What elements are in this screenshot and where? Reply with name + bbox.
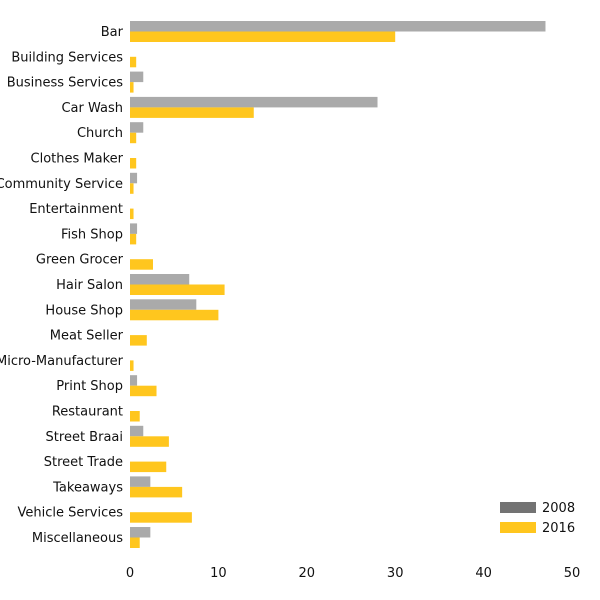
legend-swatch-2016	[500, 522, 536, 533]
x-tick-label: 20	[299, 566, 316, 581]
category-label: Green Grocer	[36, 253, 124, 268]
bar-2008-16	[130, 425, 144, 437]
x-tick-label: 0	[126, 566, 134, 581]
category-label: Fish Shop	[61, 227, 123, 242]
bars-group	[130, 21, 546, 548]
category-label: Miscellaneous	[32, 531, 123, 546]
bar-2016-0	[130, 31, 396, 42]
bar-2016-10	[130, 284, 225, 295]
bar-2016-19	[130, 512, 192, 523]
category-label: Hair Salon	[56, 278, 123, 293]
category-label: Church	[77, 126, 123, 141]
bar-2016-15	[130, 411, 140, 422]
category-label: Entertainment	[29, 202, 123, 217]
category-label: House Shop	[45, 303, 123, 318]
category-label: Print Shop	[56, 379, 123, 394]
category-label: Building Services	[11, 50, 123, 65]
bar-2008-10	[130, 274, 190, 285]
bar-2016-5	[130, 158, 137, 169]
bar-2016-17	[130, 461, 167, 473]
category-label: Clothes Maker	[31, 152, 124, 167]
x-tick-label: 50	[564, 566, 581, 581]
legend-swatch-2008	[500, 502, 536, 513]
bar-2008-8	[130, 223, 138, 234]
bar-2016-16	[130, 436, 169, 447]
bar-2016-8	[130, 233, 137, 245]
category-label: Takeaways	[52, 480, 123, 495]
bar-2008-2	[130, 71, 144, 83]
bar-2016-6	[130, 183, 134, 194]
x-tick-label: 30	[387, 566, 404, 581]
bar-2016-12	[130, 335, 147, 346]
bar-2016-13	[130, 360, 134, 371]
bar-2008-20	[130, 527, 151, 538]
bar-2016-14	[130, 385, 157, 397]
legend: 2008 2016	[500, 501, 575, 536]
category-label: Car Wash	[61, 101, 123, 116]
category-labels: Bar Building Services Business Services Car…	[0, 25, 124, 546]
bar-2008-18	[130, 476, 151, 487]
bar-2016-7	[130, 208, 134, 220]
legend-label-2016: 2016	[542, 521, 575, 536]
bar-2008-4	[130, 122, 144, 133]
bar-2008-3	[130, 96, 378, 108]
category-label: Meat Seller	[50, 329, 124, 344]
bar-2016-3	[130, 107, 254, 118]
category-label: Restaurant	[52, 405, 123, 420]
category-label: Business Services	[7, 76, 124, 91]
category-label: Vehicle Services	[18, 506, 124, 521]
bar-2016-4	[130, 132, 137, 144]
bar-2016-20	[130, 537, 140, 548]
category-label: Street Trade	[44, 455, 123, 470]
bar-2016-1	[130, 56, 137, 68]
bar-2008-11	[130, 299, 197, 310]
x-tick-label: 40	[475, 566, 492, 581]
bar-2016-11	[130, 309, 219, 321]
x-tick-label: 10	[210, 566, 227, 581]
bar-2008-6	[130, 172, 138, 184]
bar-2016-9	[130, 259, 153, 270]
x-axis-tick-labels: 0 10 20 30 40 50	[126, 566, 580, 581]
category-label: Micro-Manufacturer	[0, 354, 124, 369]
legend-label-2008: 2008	[542, 501, 575, 516]
bar-2016-18	[130, 486, 183, 498]
category-label: Street Braai	[46, 430, 123, 445]
bar-2008-14	[130, 375, 138, 386]
bar-2016-2	[130, 82, 134, 93]
bar-2008-0	[130, 21, 546, 32]
category-label: Community Service	[0, 177, 123, 192]
category-label: Bar	[101, 25, 124, 40]
